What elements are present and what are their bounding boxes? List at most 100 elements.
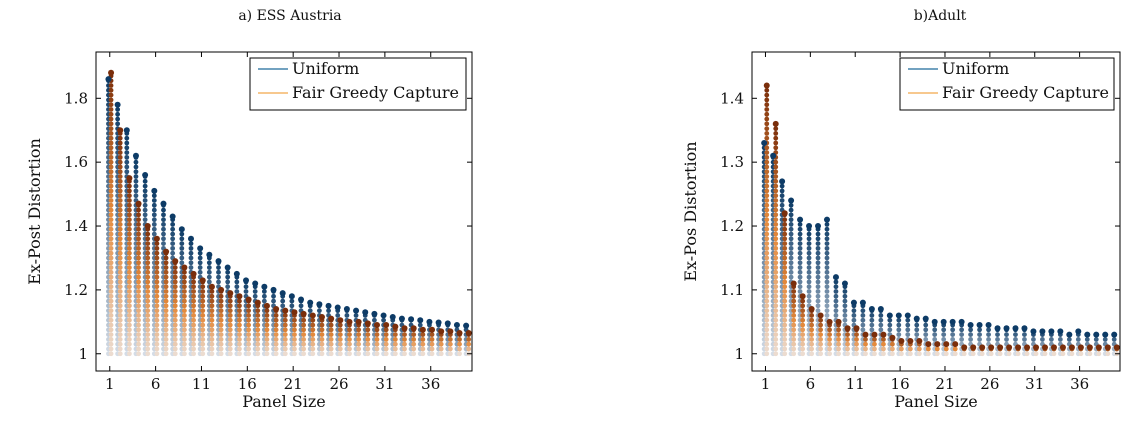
uniform-max-point bbox=[371, 310, 378, 317]
uniform-max-point bbox=[1012, 325, 1019, 332]
fair-greedy-point bbox=[809, 346, 815, 352]
fair-greedy-point bbox=[365, 327, 371, 333]
fair-greedy-point bbox=[264, 332, 270, 337]
uniform-point bbox=[824, 313, 830, 318]
fair-greedy-point bbox=[154, 274, 160, 280]
fair-greedy-point bbox=[1006, 351, 1012, 357]
fair-greedy-max-point bbox=[144, 223, 151, 230]
fair-greedy-point bbox=[145, 284, 151, 290]
uniform-point bbox=[170, 231, 176, 237]
fair-greedy-point bbox=[246, 322, 252, 328]
fair-greedy-max-point bbox=[346, 318, 353, 325]
fair-greedy-point bbox=[145, 260, 151, 266]
fair-greedy-point bbox=[108, 279, 114, 285]
uniform-point bbox=[869, 313, 875, 318]
fair-greedy-point bbox=[429, 341, 435, 347]
fair-greedy-point bbox=[764, 260, 770, 266]
fair-greedy-point bbox=[154, 303, 160, 309]
uniform-point bbox=[824, 289, 830, 294]
fair-greedy-point bbox=[255, 317, 261, 323]
uniform-max-point bbox=[169, 213, 176, 220]
fair-greedy-max-point bbox=[1015, 344, 1022, 351]
fair-greedy-point bbox=[337, 322, 343, 328]
uniform-point bbox=[124, 154, 130, 160]
fair-greedy-point bbox=[163, 260, 169, 266]
fair-greedy-max-point bbox=[826, 318, 833, 325]
uniform-point bbox=[206, 260, 212, 266]
fair-greedy-point bbox=[773, 341, 779, 347]
fair-greedy-point bbox=[191, 332, 196, 337]
fair-greedy-point bbox=[301, 346, 307, 352]
uniform-point bbox=[161, 236, 166, 242]
fair-greedy-point bbox=[782, 284, 788, 290]
fair-greedy-point bbox=[209, 313, 215, 318]
fair-greedy-point bbox=[108, 236, 114, 242]
fair-greedy-point bbox=[209, 317, 215, 323]
fair-greedy-point bbox=[374, 327, 380, 333]
fair-greedy-point bbox=[1024, 351, 1030, 357]
uniform-point bbox=[914, 332, 920, 337]
fair-greedy-point bbox=[182, 336, 187, 342]
fair-greedy-point bbox=[827, 351, 832, 357]
uniform-point bbox=[824, 293, 830, 299]
uniform-point bbox=[833, 289, 839, 294]
fair-greedy-point bbox=[800, 308, 806, 314]
fair-greedy-point bbox=[117, 226, 123, 232]
uniform-point bbox=[142, 212, 148, 218]
fair-greedy-point bbox=[845, 336, 850, 342]
fair-greedy-point bbox=[782, 317, 788, 323]
fair-greedy-point bbox=[108, 131, 114, 136]
y-tick-label: 1.8 bbox=[64, 89, 88, 107]
uniform-point bbox=[833, 313, 839, 318]
fair-greedy-point bbox=[154, 341, 160, 347]
uniform-point bbox=[824, 231, 830, 237]
fair-greedy-point bbox=[764, 317, 770, 323]
fair-greedy-point bbox=[108, 121, 114, 127]
uniform-max-point bbox=[142, 171, 149, 178]
uniform-max-point bbox=[325, 302, 332, 309]
fair-greedy-max-point bbox=[282, 307, 289, 314]
fair-greedy-point bbox=[117, 164, 123, 170]
fair-greedy-point bbox=[881, 336, 886, 342]
uniform-point bbox=[1093, 336, 1099, 342]
fair-greedy-point bbox=[126, 303, 132, 309]
fair-greedy-point bbox=[237, 322, 242, 328]
fair-greedy-point bbox=[818, 322, 824, 328]
fair-greedy-point bbox=[773, 207, 779, 213]
fair-greedy-point bbox=[145, 269, 151, 275]
uniform-point bbox=[151, 222, 157, 227]
fair-greedy-point bbox=[836, 341, 841, 347]
fair-greedy-point bbox=[237, 341, 242, 347]
fair-greedy-point bbox=[392, 332, 398, 337]
fair-greedy-point bbox=[809, 313, 815, 318]
fair-greedy-point bbox=[328, 336, 334, 342]
fair-greedy-point bbox=[136, 245, 141, 251]
uniform-point bbox=[986, 336, 991, 342]
fair-greedy-max-point bbox=[236, 293, 243, 300]
fair-greedy-point bbox=[791, 351, 797, 357]
fair-greedy-point bbox=[365, 341, 371, 347]
uniform-point bbox=[298, 303, 304, 309]
uniform-max-point bbox=[197, 245, 204, 252]
fair-greedy-point bbox=[126, 260, 132, 266]
fair-greedy-point bbox=[764, 111, 770, 117]
fair-greedy-point bbox=[237, 317, 242, 323]
fair-greedy-point bbox=[773, 351, 779, 357]
fair-greedy-point bbox=[764, 231, 770, 237]
fair-greedy-point bbox=[126, 317, 132, 323]
fair-greedy-point bbox=[764, 250, 770, 256]
uniform-max-point bbox=[779, 178, 786, 185]
fair-greedy-point bbox=[273, 332, 279, 337]
legend-box bbox=[249, 57, 467, 111]
fair-greedy-point bbox=[200, 289, 206, 294]
uniform-max-point bbox=[279, 290, 286, 297]
uniform-max-point bbox=[463, 322, 470, 329]
fair-greedy-point bbox=[145, 332, 151, 337]
fair-greedy-point bbox=[200, 308, 206, 314]
uniform-point bbox=[824, 279, 830, 285]
fair-greedy-point bbox=[145, 308, 151, 314]
fair-greedy-point bbox=[800, 298, 806, 304]
fair-greedy-point bbox=[845, 346, 850, 352]
fair-greedy-point bbox=[301, 336, 307, 342]
fair-greedy-point bbox=[264, 341, 270, 347]
